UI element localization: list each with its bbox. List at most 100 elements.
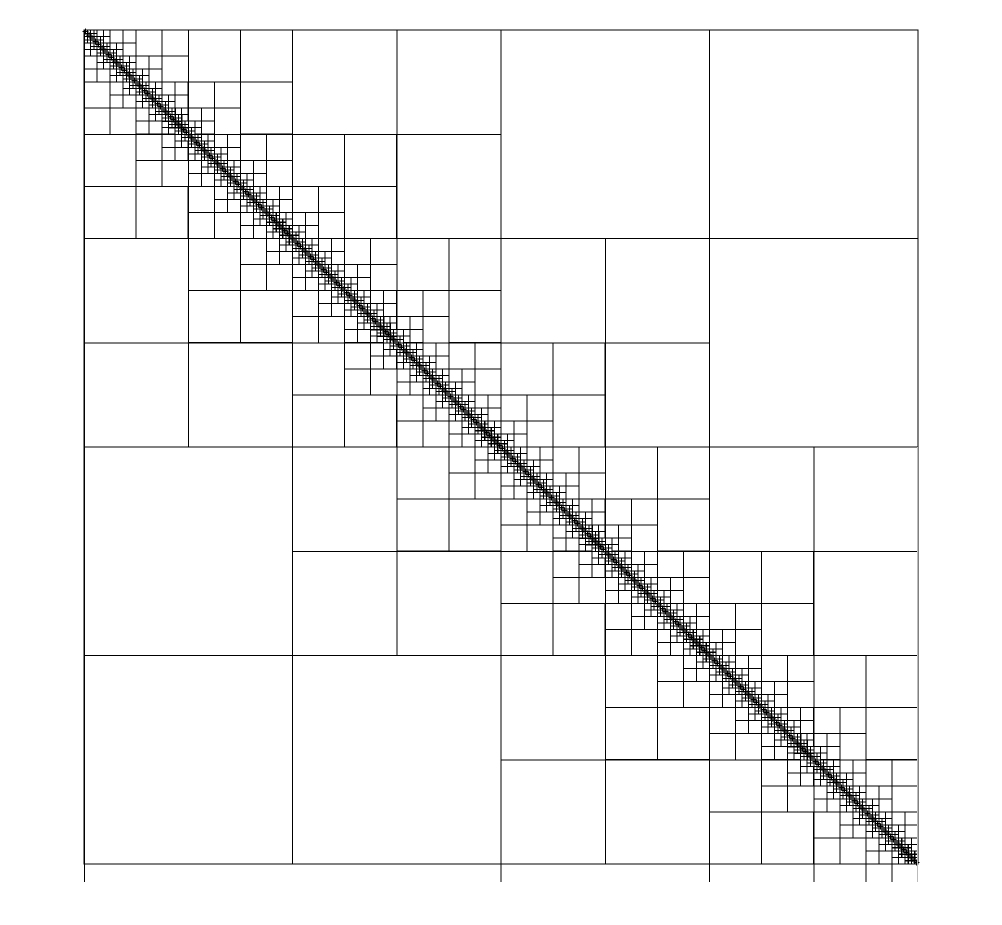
matrix-block bbox=[135, 159, 163, 187]
matrix-block bbox=[624, 550, 632, 559]
matrix-block bbox=[265, 185, 280, 200]
matrix-block bbox=[871, 804, 880, 813]
matrix-block bbox=[565, 485, 580, 500]
matrix-block bbox=[370, 303, 378, 311]
matrix-block bbox=[891, 850, 899, 858]
matrix-block bbox=[832, 765, 841, 774]
matrix-block bbox=[435, 407, 450, 422]
matrix-block bbox=[161, 146, 176, 161]
matrix-block bbox=[754, 713, 763, 722]
matrix-block bbox=[96, 55, 104, 64]
matrix-block bbox=[389, 316, 398, 324]
matrix-block bbox=[213, 185, 228, 200]
matrix-block bbox=[539, 498, 548, 507]
matrix-block bbox=[904, 824, 919, 839]
matrix-block bbox=[239, 133, 267, 161]
matrix-block bbox=[474, 433, 482, 441]
matrix-block bbox=[129, 62, 137, 70]
matrix-block bbox=[109, 94, 124, 109]
matrix-block bbox=[852, 759, 867, 774]
matrix-block bbox=[83, 238, 189, 344]
matrix-block bbox=[871, 798, 880, 806]
matrix-block bbox=[682, 550, 711, 578]
matrix-block bbox=[344, 277, 352, 285]
matrix-block bbox=[787, 746, 795, 754]
matrix-block bbox=[161, 29, 189, 57]
matrix-block bbox=[239, 29, 293, 83]
matrix-block bbox=[83, 446, 293, 656]
matrix-block bbox=[116, 49, 124, 57]
matrix-block bbox=[578, 498, 593, 513]
matrix-block bbox=[748, 713, 756, 722]
matrix-block bbox=[533, 492, 541, 500]
matrix-block bbox=[83, 107, 111, 135]
matrix-block bbox=[350, 309, 359, 318]
matrix-block bbox=[904, 837, 912, 845]
matrix-block bbox=[422, 394, 437, 409]
matrix-block bbox=[826, 785, 834, 793]
matrix-block bbox=[767, 726, 776, 735]
matrix-block bbox=[578, 544, 587, 552]
matrix-block bbox=[604, 563, 613, 572]
matrix-block bbox=[552, 576, 580, 604]
matrix-block bbox=[207, 166, 215, 174]
matrix-block bbox=[630, 615, 645, 630]
matrix-block bbox=[552, 602, 606, 657]
matrix-block bbox=[448, 433, 463, 448]
matrix-block bbox=[207, 140, 215, 148]
matrix-block bbox=[552, 518, 561, 526]
matrix-block bbox=[181, 140, 189, 148]
matrix-block bbox=[292, 257, 300, 265]
matrix-block bbox=[305, 270, 313, 279]
matrix-block bbox=[832, 791, 841, 800]
matrix-block bbox=[500, 550, 554, 604]
matrix-block bbox=[292, 290, 320, 318]
matrix-block bbox=[226, 192, 235, 200]
matrix-block bbox=[819, 752, 828, 761]
matrix-block bbox=[174, 107, 183, 116]
matrix-block bbox=[865, 837, 880, 852]
matrix-block bbox=[370, 264, 398, 292]
matrix-block bbox=[806, 765, 815, 774]
matrix-block bbox=[122, 55, 131, 64]
matrix-block bbox=[761, 733, 776, 748]
matrix-block bbox=[337, 270, 346, 279]
matrix-block bbox=[845, 778, 854, 787]
matrix-block bbox=[344, 316, 359, 331]
matrix-block bbox=[865, 798, 873, 806]
matrix-block bbox=[539, 446, 554, 461]
matrix-block bbox=[448, 381, 456, 389]
matrix-block bbox=[878, 811, 886, 819]
matrix-block bbox=[161, 127, 170, 135]
matrix-block bbox=[200, 172, 215, 187]
matrix-block bbox=[298, 257, 306, 265]
matrix-block bbox=[194, 153, 202, 161]
matrix-block bbox=[135, 101, 144, 109]
matrix-block bbox=[292, 394, 346, 448]
matrix-block bbox=[357, 290, 365, 298]
matrix-block bbox=[839, 798, 847, 806]
matrix-block bbox=[135, 29, 163, 57]
matrix-block bbox=[663, 596, 671, 604]
matrix-block bbox=[513, 420, 528, 435]
matrix-block bbox=[474, 446, 489, 461]
matrix-block bbox=[422, 381, 430, 389]
matrix-block bbox=[565, 531, 574, 539]
matrix-block bbox=[761, 694, 769, 702]
matrix-block bbox=[213, 146, 222, 155]
matrix-block bbox=[793, 752, 802, 761]
matrix-block bbox=[559, 485, 567, 494]
matrix-block bbox=[474, 459, 489, 474]
matrix-block bbox=[155, 88, 163, 96]
matrix-block bbox=[715, 674, 723, 682]
matrix-block bbox=[748, 681, 756, 689]
matrix-block bbox=[500, 29, 710, 239]
matrix-block bbox=[735, 628, 763, 657]
matrix-block bbox=[409, 374, 417, 383]
matrix-block bbox=[357, 316, 365, 324]
matrix-block bbox=[663, 589, 671, 598]
matrix-block bbox=[142, 68, 150, 77]
matrix-block bbox=[500, 485, 515, 500]
matrix-block bbox=[187, 81, 215, 109]
matrix-block bbox=[383, 342, 391, 350]
